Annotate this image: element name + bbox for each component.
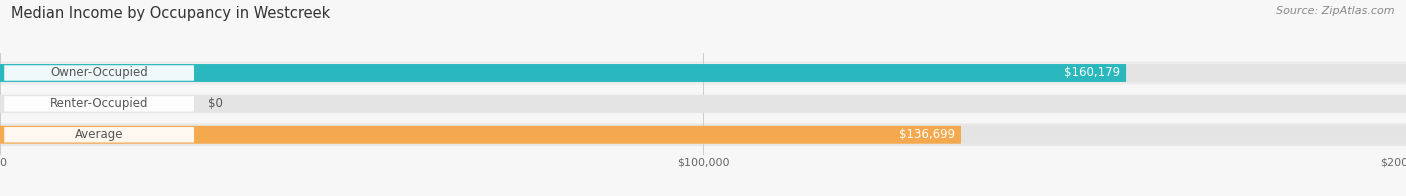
Text: Owner-Occupied: Owner-Occupied xyxy=(51,66,148,80)
FancyBboxPatch shape xyxy=(0,64,1126,82)
FancyBboxPatch shape xyxy=(0,123,1406,146)
Text: Average: Average xyxy=(75,128,124,141)
Text: $136,699: $136,699 xyxy=(900,128,955,141)
FancyBboxPatch shape xyxy=(0,126,960,144)
FancyBboxPatch shape xyxy=(0,93,1406,115)
Text: Renter-Occupied: Renter-Occupied xyxy=(49,97,149,110)
FancyBboxPatch shape xyxy=(0,64,1406,82)
Text: $160,179: $160,179 xyxy=(1064,66,1121,80)
Text: Source: ZipAtlas.com: Source: ZipAtlas.com xyxy=(1277,6,1395,16)
FancyBboxPatch shape xyxy=(4,96,194,112)
Text: Median Income by Occupancy in Westcreek: Median Income by Occupancy in Westcreek xyxy=(11,6,330,21)
Text: $0: $0 xyxy=(208,97,224,110)
FancyBboxPatch shape xyxy=(4,65,194,81)
FancyBboxPatch shape xyxy=(0,126,1406,144)
FancyBboxPatch shape xyxy=(4,127,194,142)
FancyBboxPatch shape xyxy=(0,62,1406,84)
FancyBboxPatch shape xyxy=(0,95,1406,113)
